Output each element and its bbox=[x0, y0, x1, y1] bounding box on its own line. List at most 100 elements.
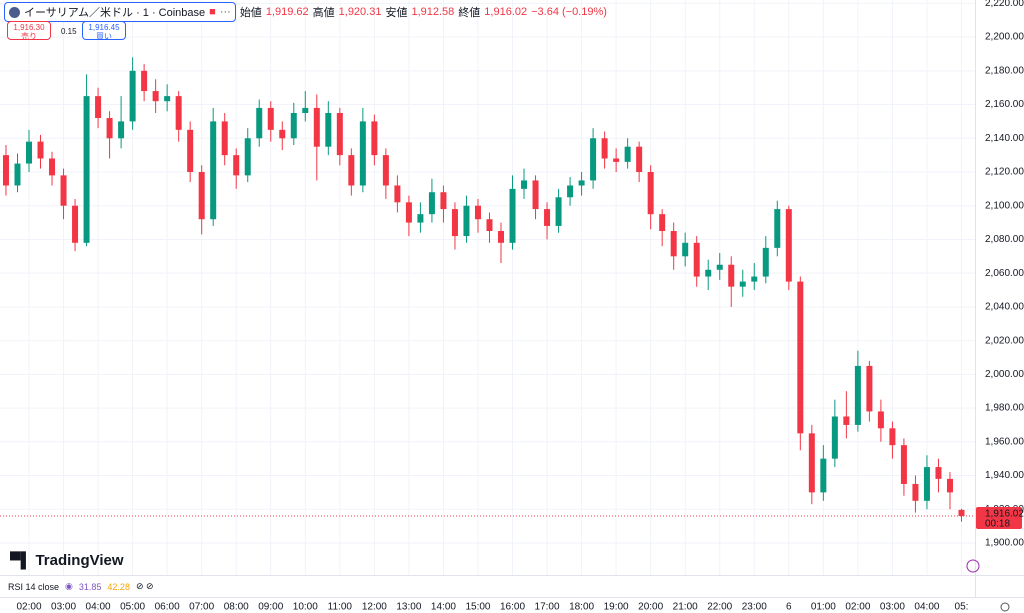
high-label: 高値 bbox=[312, 7, 335, 19]
settings-icon bbox=[1000, 602, 1010, 612]
candle-body bbox=[210, 121, 217, 220]
title: イーサリアム／米ドル · 1 · Coinbase bbox=[24, 7, 206, 19]
buy-price: 1,916.45 bbox=[88, 23, 120, 32]
x-tick-label: 22:00 bbox=[707, 602, 732, 613]
candle-body bbox=[37, 141, 44, 159]
candle-body bbox=[83, 96, 90, 243]
candle-body bbox=[474, 205, 481, 220]
lightning-icon bbox=[966, 559, 980, 573]
candle-body bbox=[26, 141, 32, 164]
candle-body bbox=[751, 276, 758, 282]
candle-body bbox=[175, 96, 182, 130]
sell-button[interactable]: 1,916.30 売り bbox=[7, 21, 51, 41]
candle-body bbox=[428, 192, 435, 215]
x-tick-label: 12:00 bbox=[362, 602, 387, 613]
candle-body bbox=[313, 107, 320, 147]
candle-body bbox=[590, 138, 597, 181]
candle-body bbox=[624, 146, 631, 162]
y-tick-label: 2,160.00 bbox=[985, 99, 1024, 110]
candle-body bbox=[820, 458, 827, 493]
candle-body bbox=[647, 171, 654, 215]
candle-body bbox=[152, 91, 159, 102]
sell-label: 売り bbox=[21, 32, 37, 41]
candle-body bbox=[60, 175, 67, 206]
candle-body bbox=[912, 483, 919, 501]
x-tick-label: 09:00 bbox=[258, 602, 283, 613]
x-tick-label: 02:00 bbox=[845, 602, 870, 613]
candle-body bbox=[348, 155, 355, 186]
high-value: 1,920.31 bbox=[338, 6, 382, 18]
candle-body bbox=[371, 121, 378, 156]
candle-body bbox=[854, 365, 861, 425]
candle-body bbox=[118, 121, 125, 139]
candle-body bbox=[244, 138, 251, 176]
change: −3.64 (−0.19%) bbox=[531, 6, 607, 18]
candle-body bbox=[164, 96, 171, 102]
candle-body bbox=[325, 112, 332, 147]
x-tick-label: 14:00 bbox=[431, 602, 456, 613]
candle-body bbox=[256, 107, 263, 139]
candle-body bbox=[544, 209, 551, 226]
candle-body bbox=[555, 197, 562, 226]
candle-body bbox=[336, 112, 343, 156]
more[interactable]: ··· bbox=[219, 6, 231, 18]
indicator: RSI 14 close ◉ 31.85 42.28 ⊘ ⊘ bbox=[8, 581, 154, 592]
y-tick-label: 1,960.00 bbox=[985, 436, 1024, 447]
candle-body bbox=[601, 138, 608, 159]
x-tick-label: 07:00 bbox=[189, 602, 214, 613]
x-tick-label: 11:00 bbox=[328, 602, 353, 613]
y-tick-label: 2,220.00 bbox=[985, 0, 1024, 9]
x-tick-label: 6 bbox=[786, 602, 792, 613]
candle-body bbox=[728, 264, 735, 287]
x-tick-label: 06:00 bbox=[155, 602, 180, 613]
candle-body bbox=[877, 411, 884, 429]
y-tick-label: 1,900.00 bbox=[985, 538, 1024, 549]
x-tick-label: 01:00 bbox=[811, 602, 836, 613]
x-tick-label: 23:00 bbox=[742, 602, 767, 613]
candle-body bbox=[693, 242, 700, 277]
candle-body bbox=[95, 96, 102, 119]
buy-button[interactable]: 1,916.45 買い bbox=[82, 21, 126, 41]
candle-body bbox=[302, 107, 309, 113]
candle-body bbox=[187, 129, 194, 172]
spread: 0.15 bbox=[61, 27, 77, 36]
candle-body bbox=[808, 433, 815, 493]
candle-body bbox=[613, 158, 620, 162]
x-tick-label: 08:00 bbox=[224, 602, 249, 613]
symbol-title[interactable]: イーサリアム／米ドル · 1 · Coinbase ■ ··· bbox=[4, 2, 236, 22]
x-tick-label: 05: bbox=[955, 602, 969, 613]
candle-body bbox=[49, 158, 56, 176]
candle-body bbox=[636, 146, 643, 172]
candle-body bbox=[290, 112, 297, 139]
x-tick-label: 16:00 bbox=[500, 602, 525, 613]
candle-body bbox=[394, 185, 401, 203]
candle-body bbox=[843, 416, 850, 425]
candle-body bbox=[498, 231, 504, 243]
flag: ■ bbox=[209, 6, 216, 18]
x-tick-label: 18:00 bbox=[569, 602, 594, 613]
candle-body bbox=[451, 209, 458, 237]
candle-body bbox=[267, 107, 274, 130]
y-tick-label: 1,980.00 bbox=[985, 403, 1024, 414]
candle-body bbox=[762, 247, 769, 277]
y-tick-label: 2,120.00 bbox=[985, 167, 1024, 178]
candle-body bbox=[705, 269, 712, 277]
y-tick-label: 1,940.00 bbox=[985, 470, 1024, 481]
candle-body bbox=[279, 129, 286, 139]
candle-body bbox=[509, 188, 516, 243]
y-tick-label: 2,140.00 bbox=[985, 133, 1024, 144]
candle-body bbox=[14, 163, 21, 186]
y-tick-label: 2,020.00 bbox=[985, 335, 1024, 346]
candle-body bbox=[659, 214, 666, 232]
sell-price: 1,916.30 bbox=[13, 23, 45, 32]
candle-body bbox=[578, 180, 585, 186]
open-label: 始値 bbox=[239, 7, 262, 19]
candle-body bbox=[567, 185, 574, 198]
indicator-value: 31.85 bbox=[78, 581, 102, 592]
indicator-name: RSI 14 close bbox=[8, 581, 60, 592]
indicator-value: 42.28 bbox=[107, 581, 130, 592]
brand: ▀▌ TradingView bbox=[10, 552, 124, 569]
candle-body bbox=[129, 70, 136, 122]
